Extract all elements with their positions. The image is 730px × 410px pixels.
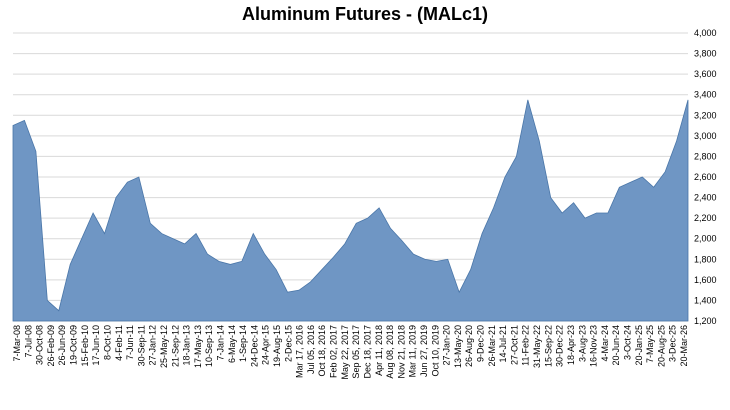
x-tick-label: 20-Mar-26	[679, 325, 689, 367]
x-tick-label: Aug 08, 2018	[385, 325, 395, 379]
x-tick-label: May 22, 2017	[340, 325, 350, 380]
x-tick-label: 24-Dec-14	[249, 325, 259, 367]
x-tick-label: 11-Feb-22	[521, 325, 531, 366]
x-tick-label: 19-Aug-15	[272, 325, 282, 367]
x-tick-label: Oct 10, 2019	[430, 325, 440, 377]
x-tick-label: 15-Feb-10	[80, 325, 90, 367]
y-tick-label: 2,400	[694, 193, 717, 203]
y-tick-label: 1,200	[694, 316, 717, 326]
y-tick-label: 3,600	[694, 69, 717, 79]
chart-title: Aluminum Futures - (MALc1)	[242, 4, 488, 24]
x-tick-label: 26-Feb-09	[46, 325, 56, 367]
x-tick-label: 1-Sep-14	[238, 325, 248, 362]
x-tick-label: Apr 11, 2018	[374, 325, 384, 376]
x-tick-label: 14-Jul-21	[498, 325, 508, 363]
x-tick-label: 26-Jun-09	[57, 325, 67, 366]
y-tick-label: 2,000	[694, 234, 717, 244]
x-tick-label: 13-May-20	[453, 325, 463, 368]
x-tick-label: 27-Jan-20	[442, 325, 452, 366]
y-tick-label: 1,800	[694, 254, 717, 264]
x-tick-label: 24-Apr-15	[261, 325, 271, 365]
x-tick-label: Feb 02, 2017	[329, 325, 339, 378]
x-tick-label: Nov 21, 2018	[396, 325, 406, 379]
y-tick-label: 4,000	[694, 28, 717, 38]
x-tick-label: 7-Jun-11	[125, 325, 135, 360]
x-tick-label: 10-Sep-13	[204, 325, 214, 367]
x-tick-label: 25-May-12	[159, 325, 169, 368]
x-tick-label: 9-Dec-20	[476, 325, 486, 362]
x-tick-label: Sep 05, 2017	[351, 325, 361, 379]
x-tick-label: 18-Jan-13	[182, 325, 192, 366]
x-tick-label: 7-Jul-08	[23, 325, 33, 358]
x-tick-label: Dec 18, 2017	[362, 325, 372, 379]
x-axis-ticks: 7-Mar-08 7-Jul-08 30-Oct-08 26-Feb-09 26-Jun…	[12, 325, 689, 380]
x-tick-label: 2-Dec-15	[283, 325, 293, 362]
y-tick-label: 1,400	[694, 295, 717, 305]
x-tick-label: 26-Aug-20	[464, 325, 474, 367]
area-series	[12, 99, 689, 322]
x-tick-label: Mar 11, 2019	[408, 325, 418, 377]
y-tick-label: 3,200	[694, 110, 717, 120]
y-tick-label: 2,800	[694, 151, 717, 161]
y-tick-label: 2,600	[694, 172, 717, 182]
x-tick-label: Mar 17, 2016	[295, 325, 305, 378]
x-tick-label: 20-Aug-25	[656, 325, 666, 367]
area-layer	[12, 99, 689, 322]
x-tick-label: 3-Oct-24	[622, 325, 632, 360]
y-tick-label: 1,600	[694, 275, 717, 285]
x-tick-label: 30-Oct-08	[35, 325, 45, 365]
x-tick-label: 20-Jun-24	[611, 325, 621, 366]
y-axis-ticks: 1,200 1,400 1,600 1,800 2,000 2,200 2,400 2,600…	[694, 28, 717, 326]
x-tick-label: 30-Sep-11	[136, 325, 146, 366]
x-tick-label: 7-Mar-08	[12, 325, 22, 362]
y-tick-label: 2,200	[694, 213, 717, 223]
x-tick-label: 17-May-13	[193, 325, 203, 368]
y-tick-label: 3,800	[694, 49, 717, 59]
x-tick-label: 16-Nov-23	[589, 325, 599, 367]
x-tick-label: 27-Oct-21	[509, 325, 519, 365]
x-tick-label: 18-Apr-23	[566, 325, 576, 365]
y-tick-label: 3,000	[694, 131, 717, 141]
x-tick-label: 8-Oct-10	[102, 325, 112, 360]
x-tick-label: 17-Jun-10	[91, 325, 101, 366]
y-tick-label: 3,400	[694, 90, 717, 100]
x-tick-label: 3-Aug-23	[577, 325, 587, 362]
x-tick-label: Jun 27, 2019	[419, 325, 429, 377]
x-tick-label: Jul 05, 2016	[306, 325, 316, 374]
x-tick-label: 3-Dec-25	[668, 325, 678, 362]
x-tick-label: 15-Sep-22	[543, 325, 553, 367]
x-tick-label: 4-Feb-11	[114, 325, 124, 361]
x-tick-label: 6-May-14	[227, 325, 237, 363]
x-tick-label: 21-Sep-12	[170, 325, 180, 367]
x-tick-label: Oct 18, 2016	[317, 325, 327, 377]
x-tick-label: 19-Oct-09	[69, 325, 79, 365]
x-tick-label: 20-Jan-25	[634, 325, 644, 366]
x-tick-label: 7-Jan-14	[215, 325, 225, 361]
x-tick-label: 26-Mar-21	[487, 325, 497, 367]
x-tick-label: 4-Mar-24	[600, 325, 610, 362]
x-tick-label: 30-Dec-22	[555, 325, 565, 367]
x-tick-label: 27-Jan-12	[148, 325, 158, 366]
x-tick-label: 31-May-22	[532, 325, 542, 368]
x-tick-label: 7-May-25	[645, 325, 655, 363]
